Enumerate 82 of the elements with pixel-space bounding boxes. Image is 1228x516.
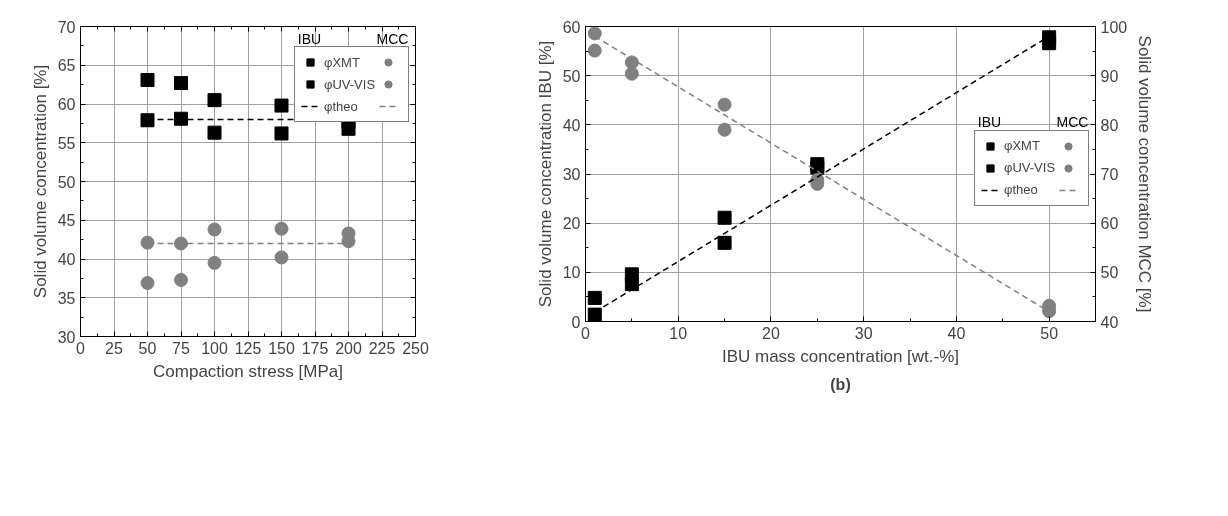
y-axis-title: Solid volume concentration [%] [30, 64, 50, 299]
y-axis-title: Solid volume concentration IBU [%] [535, 40, 555, 308]
point [274, 221, 289, 236]
point [140, 72, 155, 87]
x-tick-label: 10 [669, 324, 688, 342]
y-tick-label: 45 [57, 212, 76, 230]
x-tick-label: 150 [268, 339, 295, 357]
point [717, 235, 732, 250]
point [587, 43, 602, 58]
x-tick-label: 30 [854, 324, 873, 342]
point [717, 122, 732, 137]
y2-tick-label: 50 [1100, 264, 1119, 282]
x-tick-label: 25 [105, 339, 123, 357]
legend-label: φtheo [324, 97, 358, 115]
point [274, 126, 289, 141]
y-tick-label: 50 [562, 67, 581, 85]
y-tick-label: 65 [57, 57, 76, 75]
y2-tick-label: 70 [1100, 166, 1119, 183]
annotation: MCC [376, 30, 409, 47]
legend-label: φUV-VIS [1004, 159, 1056, 177]
y-tick-label: 60 [57, 96, 76, 113]
legend-label: φXMT [324, 53, 360, 71]
point [624, 55, 639, 70]
x-tick-label: 40 [947, 324, 966, 342]
x-axis-title: IBU mass concentration [wt.-%] [721, 346, 960, 366]
y-tick-label: 50 [57, 173, 76, 191]
legend-label: φtheo [1004, 181, 1038, 199]
annotation: IBU [297, 30, 322, 47]
point [717, 97, 732, 112]
x-tick-label: 125 [234, 339, 262, 357]
x-axis-title: Compaction stress [MPa] [153, 361, 343, 381]
y2-tick-label: 90 [1100, 67, 1119, 85]
point [207, 93, 222, 108]
point [587, 307, 602, 322]
x-tick-label: 100 [201, 339, 228, 357]
y-tick-label: 0 [571, 313, 581, 331]
point [717, 210, 732, 225]
y-tick-label: 35 [57, 289, 76, 307]
x-tick-label: 250 [402, 339, 429, 357]
y2-tick-label: 100 [1100, 18, 1128, 36]
point [624, 277, 639, 292]
point [207, 255, 222, 270]
y2-tick-label: 40 [1100, 313, 1119, 331]
x-tick-label: 225 [368, 339, 396, 357]
point [1042, 36, 1057, 51]
point [140, 113, 155, 128]
point [174, 272, 188, 287]
x-tick-label: 50 [1040, 324, 1059, 342]
y-tick-label: 40 [562, 116, 581, 134]
y-tick-label: 20 [562, 215, 581, 233]
point [587, 290, 602, 305]
point [274, 98, 289, 113]
y-tick-label: 70 [57, 18, 76, 36]
point [140, 235, 155, 250]
x-tick-label: 50 [138, 339, 157, 357]
point [624, 66, 639, 81]
y-tick-label: 60 [562, 18, 581, 36]
point [587, 26, 602, 41]
x-tick-label: 75 [172, 339, 190, 357]
legend-label: φUV-VIS [324, 75, 376, 93]
y-tick-label: 10 [562, 264, 581, 282]
annotation: MCC [1056, 114, 1089, 131]
point [207, 222, 222, 237]
x-tick-label: 20 [762, 324, 780, 342]
x-tick-label: 200 [335, 339, 362, 357]
point [274, 250, 289, 265]
point [174, 236, 188, 251]
point [140, 276, 155, 291]
y2-tick-label: 80 [1100, 116, 1119, 134]
point [174, 111, 188, 126]
point [207, 125, 222, 140]
point [341, 121, 356, 136]
text: (b) [830, 375, 851, 393]
point [174, 76, 188, 91]
annotation: IBU [977, 114, 1002, 131]
y-tick-label: 30 [562, 166, 581, 183]
legend-label: φXMT [1004, 137, 1040, 155]
x-tick-label: 175 [301, 339, 329, 357]
y2-tick-label: 60 [1100, 215, 1119, 233]
y-tick-label: 40 [57, 251, 76, 268]
y-tick-label: 55 [57, 134, 76, 152]
y2-axis-title: Solid volume concentration MCC [%] [1135, 35, 1155, 313]
